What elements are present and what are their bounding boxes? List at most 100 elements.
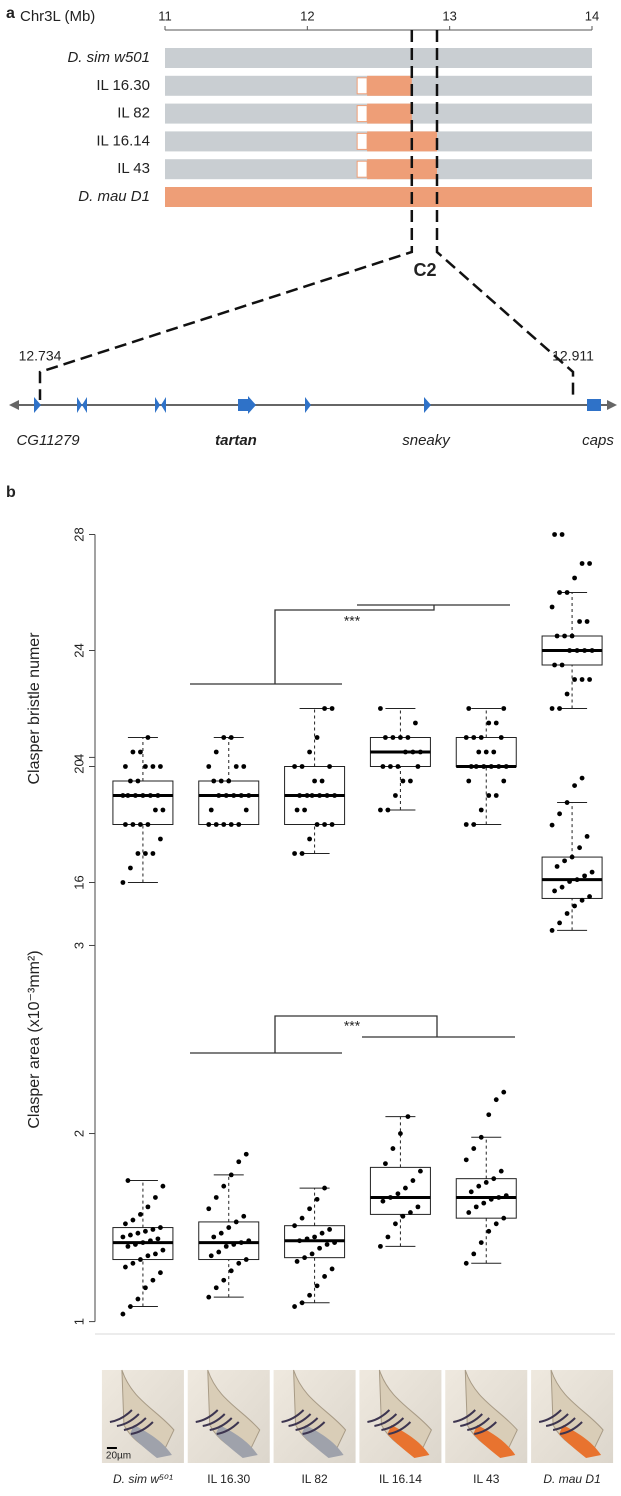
data-point — [231, 1242, 237, 1247]
clasper-teeth — [387, 1425, 430, 1458]
data-point — [554, 864, 560, 869]
bristle — [195, 1409, 219, 1423]
significance: *** — [344, 613, 361, 629]
data-point — [503, 1193, 509, 1198]
line-label: IL 16.14 — [96, 132, 150, 149]
data-point — [572, 783, 577, 789]
data-point — [552, 532, 557, 537]
bristle — [295, 1417, 319, 1431]
data-point — [501, 778, 507, 784]
data-point — [238, 1240, 244, 1246]
data-point — [405, 1114, 411, 1120]
x-tick-label: 14 — [585, 8, 599, 23]
data-point — [130, 1217, 136, 1223]
data-point — [228, 822, 234, 827]
data-point — [557, 590, 562, 595]
data-point — [478, 807, 484, 813]
data-point — [579, 561, 585, 566]
data-point — [213, 1195, 219, 1200]
data-point — [463, 822, 469, 827]
data-point — [493, 1097, 499, 1103]
panel-label: a — [6, 5, 15, 22]
data-point — [403, 749, 408, 755]
data-point — [206, 1206, 212, 1212]
bristle — [281, 1409, 305, 1423]
data-point — [324, 1242, 330, 1247]
gene-name: CG11279 — [16, 432, 80, 449]
data-point — [486, 793, 492, 798]
data-point — [317, 793, 322, 798]
data-point — [128, 1304, 133, 1309]
data-point — [410, 1178, 416, 1183]
bristle — [545, 1413, 569, 1427]
data-point — [478, 1240, 484, 1246]
data-point — [128, 778, 133, 784]
y-tick-label: 2 — [71, 1130, 86, 1137]
data-point — [307, 1206, 312, 1212]
data-point — [582, 873, 587, 879]
bristle — [302, 1421, 326, 1435]
data-point — [123, 1221, 128, 1227]
data-point — [150, 1277, 156, 1283]
data-point — [221, 1277, 227, 1283]
data-point — [226, 1225, 232, 1230]
segment — [367, 159, 437, 180]
data-point — [549, 706, 555, 711]
region-end-label: 12.911 — [552, 348, 594, 364]
data-point — [383, 735, 388, 740]
bristle — [367, 1409, 391, 1423]
data-point — [153, 1195, 158, 1200]
data-point — [577, 845, 582, 851]
data-point — [228, 1172, 234, 1178]
panel-label: b — [6, 484, 16, 501]
segment — [367, 75, 412, 96]
data-point — [569, 854, 575, 860]
data-point — [574, 877, 580, 883]
segment — [356, 160, 368, 178]
data-point — [483, 1180, 489, 1185]
data-point — [312, 778, 317, 784]
data-point — [292, 1223, 297, 1229]
data-point — [138, 1257, 143, 1262]
data-point — [145, 822, 151, 827]
data-point — [246, 793, 252, 798]
segment — [356, 77, 368, 95]
data-point — [418, 1168, 423, 1174]
data-point — [153, 1251, 158, 1257]
data-point — [319, 778, 325, 784]
data-point — [123, 1264, 128, 1270]
y-tick-label: 1 — [71, 1318, 86, 1325]
data-point — [307, 836, 312, 842]
data-point — [385, 807, 391, 813]
data-point — [297, 793, 302, 798]
data-point — [223, 793, 229, 798]
segment — [367, 131, 437, 152]
data-point — [153, 807, 158, 813]
x-tick-label: 11 — [158, 8, 172, 23]
data-point — [317, 1245, 322, 1251]
data-point — [155, 1236, 161, 1242]
data-point — [400, 1213, 406, 1219]
data-point — [481, 1200, 487, 1206]
data-point — [329, 1266, 335, 1272]
data-point — [478, 735, 484, 740]
data-point — [158, 764, 163, 769]
data-point — [493, 720, 499, 726]
line-label: IL 82 — [117, 105, 150, 122]
bristle — [116, 1413, 140, 1427]
bristle — [460, 1413, 483, 1427]
data-point — [218, 778, 224, 784]
data-point — [304, 1236, 310, 1242]
data-point — [413, 720, 418, 726]
data-point — [128, 1232, 133, 1238]
data-point — [388, 764, 393, 769]
bracket — [190, 1015, 515, 1054]
data-point — [236, 1159, 242, 1165]
bristle — [374, 1413, 398, 1427]
segment — [367, 103, 412, 124]
data-point — [393, 1221, 398, 1227]
data-point — [466, 1210, 472, 1215]
data-point — [218, 1230, 224, 1236]
bristle — [109, 1409, 133, 1423]
data-point — [559, 532, 565, 537]
